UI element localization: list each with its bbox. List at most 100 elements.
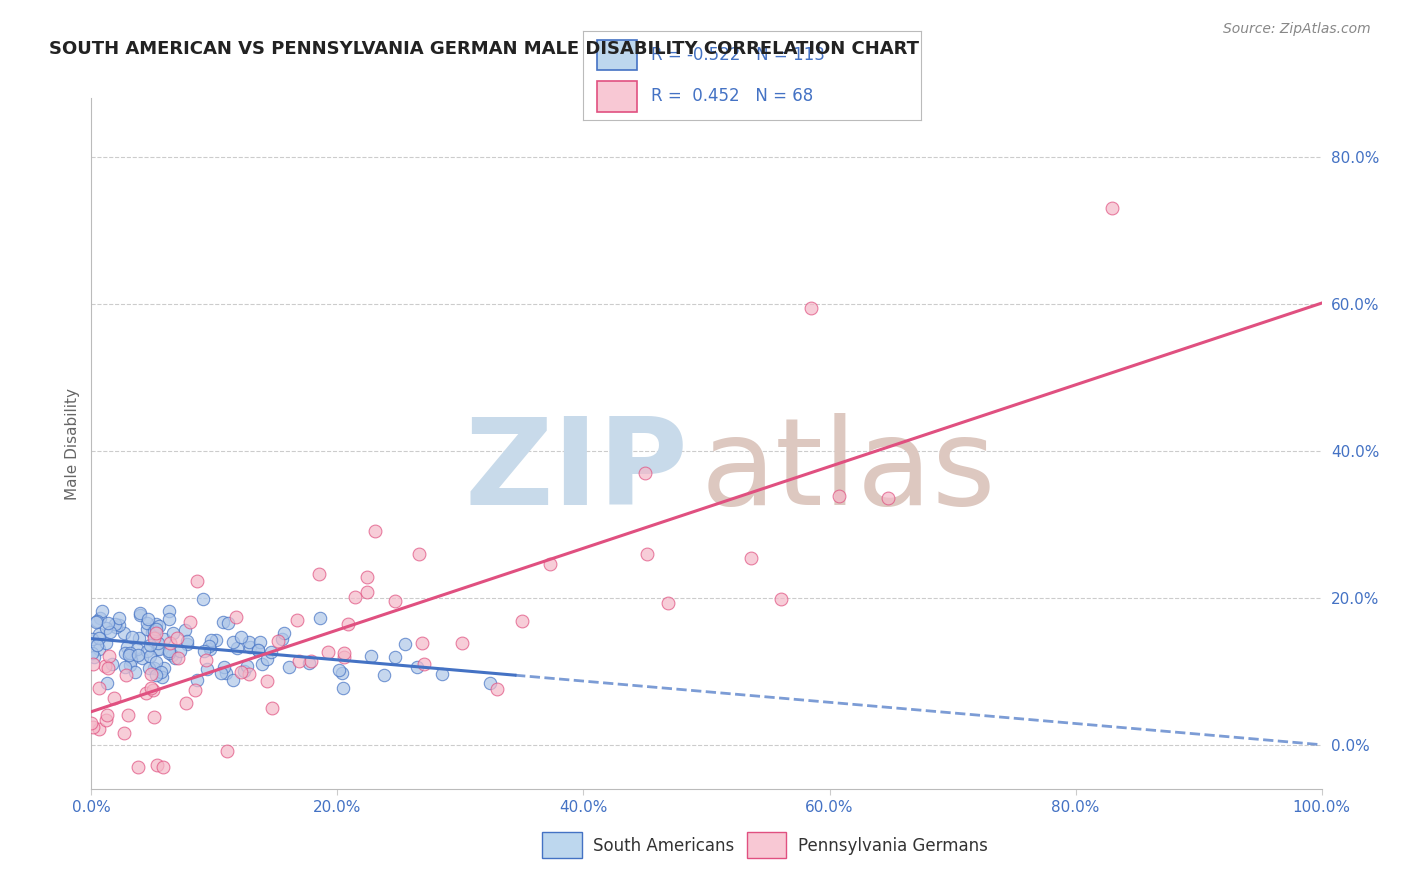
Point (485, 681, 508, 696)
Point (148, 642, 170, 657)
Point (86, 614, 108, 628)
Point (205, 633, 228, 648)
Point (114, 660, 136, 674)
Point (316, 645, 339, 659)
Point (267, 634, 290, 648)
Point (162, 626, 184, 640)
Point (384, 650, 406, 665)
Point (93, 659, 115, 673)
Point (356, 570, 378, 584)
Point (333, 647, 356, 661)
Point (1101, 202, 1123, 216)
Point (238, 635, 260, 649)
Point (301, 654, 323, 668)
Point (98, 624, 121, 639)
Point (87, 723, 110, 737)
Point (142, 682, 165, 697)
Text: ZIP: ZIP (464, 413, 688, 530)
Point (117, 707, 139, 722)
Point (120, 653, 142, 667)
Point (145, 622, 167, 636)
Point (285, 613, 308, 627)
Point (142, 624, 165, 638)
Point (107, 618, 129, 632)
Point (96, 707, 118, 722)
Point (143, 632, 166, 646)
Point (413, 657, 436, 671)
Point (225, 641, 247, 656)
Point (145, 626, 167, 640)
Bar (747, 832, 786, 858)
Point (104, 616, 127, 631)
Point (87, 642, 110, 657)
Point (141, 624, 163, 639)
Point (157, 644, 180, 658)
Text: Source: ZipAtlas.com: Source: ZipAtlas.com (1223, 22, 1371, 37)
Point (877, 491, 900, 505)
Point (143, 661, 166, 675)
Point (229, 630, 252, 644)
Point (167, 651, 190, 665)
Point (157, 604, 180, 618)
Point (82, 657, 104, 672)
Point (636, 547, 658, 561)
Point (145, 656, 167, 670)
Point (186, 574, 208, 588)
Point (166, 631, 188, 645)
Point (193, 592, 215, 607)
Point (169, 644, 191, 658)
Point (174, 696, 197, 710)
Point (222, 635, 245, 649)
Point (139, 639, 162, 653)
Point (538, 558, 561, 572)
Point (86, 638, 108, 652)
Point (332, 649, 354, 664)
Point (82, 646, 104, 660)
Point (142, 710, 165, 724)
Point (121, 630, 143, 644)
Point (131, 650, 153, 665)
Point (236, 659, 259, 673)
Point (128, 607, 150, 621)
Point (103, 691, 125, 706)
Point (129, 608, 152, 623)
Point (186, 673, 208, 688)
Point (96, 676, 118, 690)
Point (277, 659, 299, 673)
Point (112, 626, 135, 640)
Point (332, 681, 354, 695)
Text: SOUTH AMERICAN VS PENNSYLVANIA GERMAN MALE DISABILITY CORRELATION CHART: SOUTH AMERICAN VS PENNSYLVANIA GERMAN MA… (49, 40, 920, 58)
Point (209, 666, 232, 681)
Point (373, 668, 395, 682)
Point (89, 627, 111, 641)
Point (270, 632, 292, 646)
Point (148, 619, 170, 633)
Point (212, 615, 235, 629)
Point (239, 640, 262, 654)
Point (246, 643, 269, 657)
Point (83, 649, 105, 664)
Point (163, 651, 186, 665)
Point (157, 612, 180, 626)
Point (479, 676, 502, 690)
Point (114, 646, 136, 660)
Point (90, 604, 112, 618)
Point (215, 666, 238, 681)
Point (308, 567, 330, 582)
Bar (598, 81, 637, 112)
Point (384, 593, 406, 607)
Point (195, 653, 218, 667)
Point (510, 614, 533, 628)
Point (145, 617, 167, 632)
Point (222, 673, 245, 687)
Point (212, 660, 235, 674)
Point (273, 626, 295, 640)
Point (148, 636, 170, 650)
Point (308, 611, 330, 625)
Point (260, 701, 283, 715)
Text: R =  0.452   N = 68: R = 0.452 N = 68 (651, 87, 813, 105)
Point (800, 301, 823, 315)
Point (740, 551, 762, 566)
Point (298, 656, 321, 670)
Point (118, 646, 141, 660)
